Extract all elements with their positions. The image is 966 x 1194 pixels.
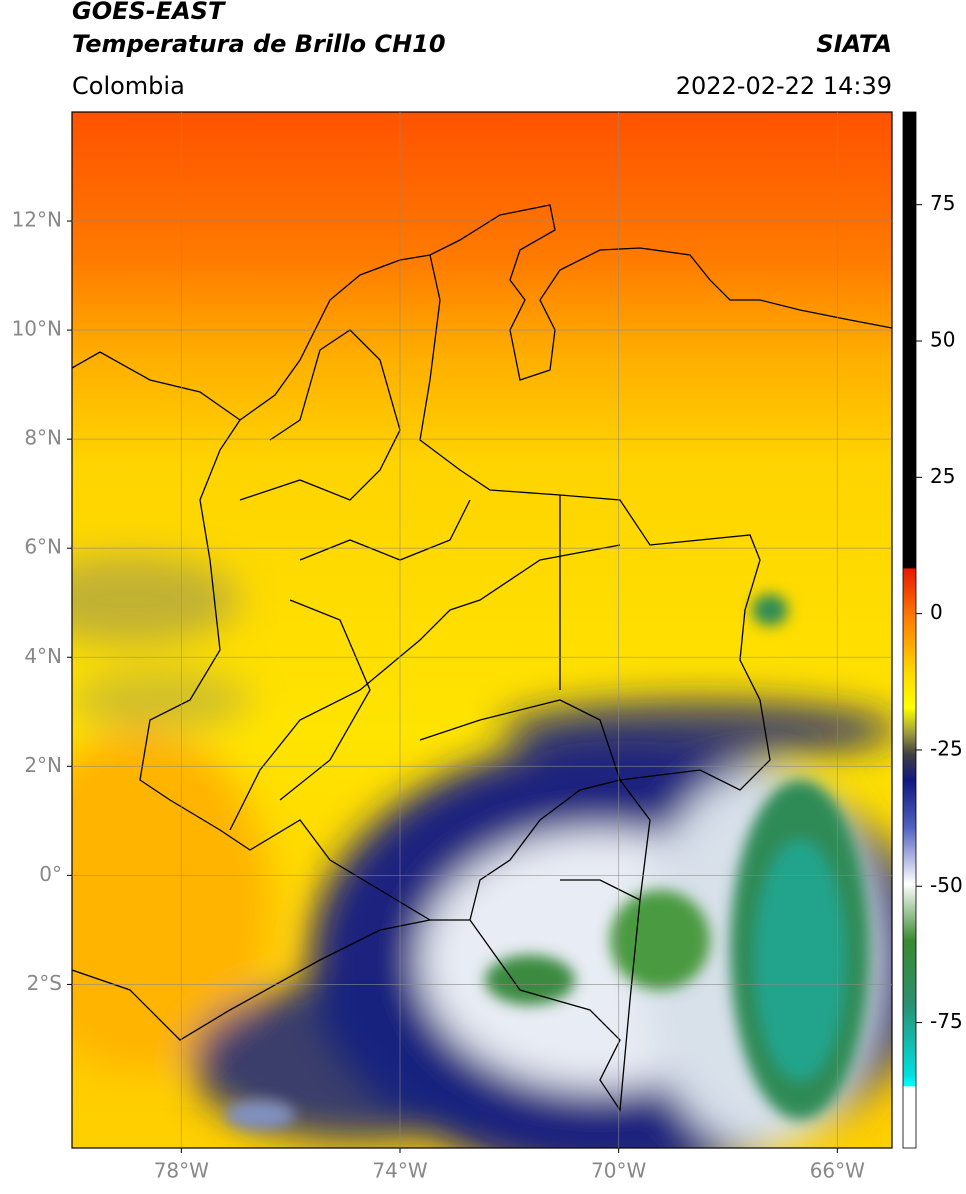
region: Colombia xyxy=(72,72,185,100)
colorbar-label: 50 xyxy=(930,328,955,352)
lat-label: 6°N xyxy=(24,535,62,559)
lat-label: 4°N xyxy=(24,644,62,668)
lon-label: 74°W xyxy=(372,1159,427,1183)
peru-brazil-border xyxy=(72,779,651,1112)
title: GOES-EAST xyxy=(72,0,226,25)
cloud xyxy=(752,594,788,626)
cloud xyxy=(72,555,240,645)
colorbar-label: -25 xyxy=(930,736,963,760)
cloud xyxy=(72,730,270,1070)
source: SIATA xyxy=(816,30,892,58)
lon-label: 66°W xyxy=(810,1159,865,1183)
lat-label: 10°N xyxy=(12,317,62,341)
satellite-image xyxy=(72,112,892,1148)
colorbar-label: 0 xyxy=(930,600,943,624)
cold-tops xyxy=(225,594,870,1130)
map-frame xyxy=(71,111,893,1149)
lat-label: 2°S xyxy=(27,971,62,995)
lat-label: 8°N xyxy=(24,426,62,450)
colorbar-label: -75 xyxy=(930,1009,963,1033)
datetime: 2022-02-22 14:39 xyxy=(676,72,892,100)
subtitle: Temperatura de Brillo CH10 xyxy=(72,30,446,58)
lat-label: 0° xyxy=(39,862,62,886)
cloud xyxy=(485,955,575,1005)
cloud xyxy=(610,890,710,990)
cloud xyxy=(755,840,845,1080)
borders xyxy=(72,204,892,1112)
colombia-border xyxy=(139,254,771,921)
lat-label: 2°N xyxy=(24,753,62,777)
colorbar xyxy=(902,111,917,1149)
colorbar-label: -50 xyxy=(930,873,963,897)
colorbar-label: 25 xyxy=(930,464,955,488)
graticule xyxy=(72,112,892,1148)
lon-label: 70°W xyxy=(591,1159,646,1183)
cloud xyxy=(72,670,250,730)
lat-label: 12°N xyxy=(12,208,62,232)
cloud xyxy=(225,1100,295,1130)
colorbar-label: 75 xyxy=(930,191,955,215)
coastline xyxy=(72,204,892,421)
lon-label: 78°W xyxy=(154,1159,209,1183)
